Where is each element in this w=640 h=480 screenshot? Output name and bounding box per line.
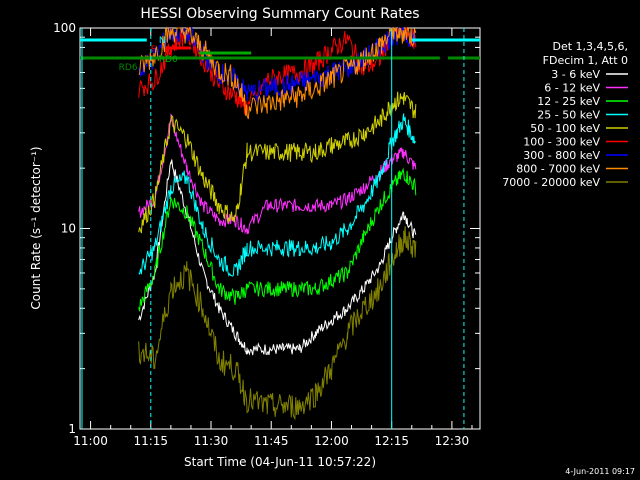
axes: 11:00 11:15 11:30 11:45 12:00 12:15 12:30 1 10 10… <box>53 21 480 448</box>
x-tick-label: 11:15 <box>133 434 168 448</box>
series-25-50-kev <box>138 113 416 277</box>
legend-label: 25 - 50 keV <box>537 109 600 122</box>
legend-label: 100 - 300 keV <box>523 136 600 149</box>
legend-label: 3 - 6 keV <box>551 68 600 81</box>
series-7000-20000-kev <box>138 226 417 421</box>
flag-label-rd0: RD0 <box>159 55 178 65</box>
series-line <box>138 113 416 277</box>
legend-label: 800 - 7000 keV <box>516 163 600 176</box>
series-line <box>138 226 417 421</box>
series-50-100-kev <box>138 91 417 234</box>
y-tick-label: 100 <box>53 21 76 35</box>
series-line <box>138 26 417 120</box>
x-tick-label: 11:45 <box>254 434 289 448</box>
series-line <box>138 26 417 102</box>
series-line <box>138 91 417 234</box>
legend-label: 300 - 800 keV <box>523 149 600 162</box>
x-tick-label: 11:30 <box>194 434 229 448</box>
flag-label-f: F <box>151 45 156 55</box>
series-layer <box>138 26 417 421</box>
legend: Det 1,3,4,5,6, FDecim 1, Att 0 3 - 6 keV… <box>502 40 628 189</box>
legend-header-1: Det 1,3,4,5,6, <box>552 40 628 53</box>
x-axis-label: Start Time (04-Jun-11 10:57:22) <box>184 455 376 469</box>
flag-label-n: N <box>159 36 166 46</box>
series-800-7000-kev <box>138 26 417 120</box>
legend-label: 7000 - 20000 keV <box>502 176 600 189</box>
flag-label-rd6: RD6 <box>119 63 138 73</box>
x-tick-label: 12:30 <box>435 434 470 448</box>
x-tick-label: 12:15 <box>374 434 409 448</box>
legend-label: 12 - 25 keV <box>537 95 600 108</box>
x-tick-label: 12:00 <box>314 434 349 448</box>
legend-label: 6 - 12 keV <box>544 82 600 95</box>
series-300-800-kev <box>138 26 417 102</box>
chart-title: HESSI Observing Summary Count Rates <box>140 6 419 22</box>
x-tick-label: 11:00 <box>73 434 108 448</box>
y-axis-label: Count Rate (s⁻¹ detector⁻¹) <box>29 146 43 309</box>
y-tick-label: 1 <box>68 422 76 436</box>
series-line <box>138 167 417 312</box>
legend-header-2: FDecim 1, Att 0 <box>543 54 628 67</box>
legend-label: 50 - 100 keV <box>530 122 600 135</box>
y-tick-label: 10 <box>61 222 76 236</box>
series-12-25-kev <box>138 167 417 312</box>
timestamp: 4-Jun-2011 09:17 <box>565 467 635 476</box>
